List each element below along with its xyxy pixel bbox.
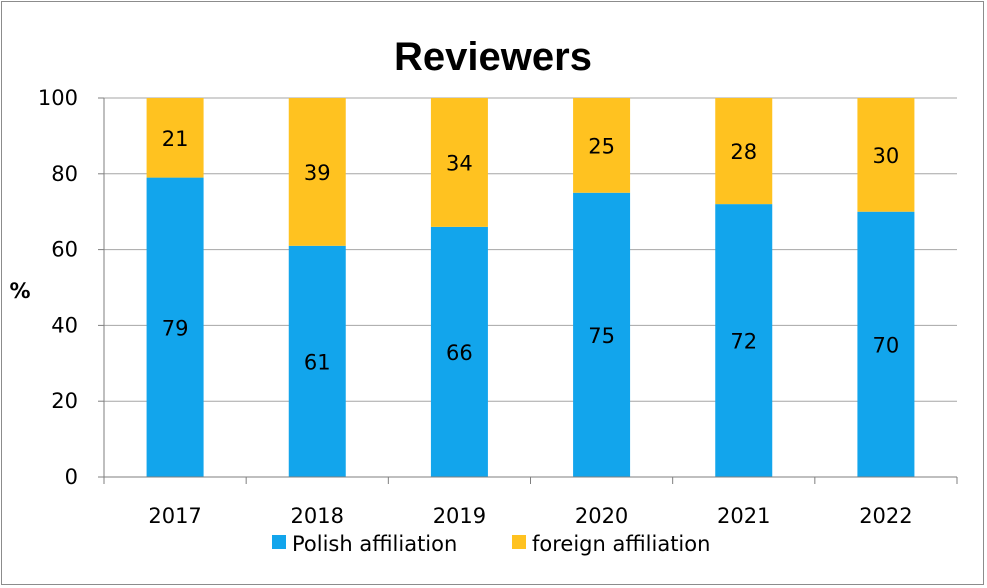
- bar-foreign-2018: [288, 98, 346, 246]
- data-label: 66: [446, 341, 473, 365]
- bar-polish-2018: [288, 245, 346, 477]
- bar-polish-2020: [573, 192, 631, 477]
- data-label: 28: [730, 140, 757, 164]
- y-tick-label: 40: [51, 313, 78, 337]
- data-label: 39: [304, 161, 331, 185]
- y-axis-label: %: [9, 279, 30, 303]
- x-tick-label: 2019: [433, 504, 486, 528]
- bar-foreign-2019: [430, 98, 488, 227]
- bar-polish-2022: [857, 211, 915, 477]
- y-tick-label: 80: [51, 162, 78, 186]
- data-label: 25: [588, 134, 615, 158]
- data-label: 34: [446, 151, 473, 175]
- y-tick-label: 60: [51, 238, 78, 262]
- x-tick-label: 2018: [291, 504, 344, 528]
- legend-swatch: [512, 535, 526, 549]
- y-tick-label: 0: [65, 465, 78, 489]
- y-tick-label: 20: [51, 389, 78, 413]
- bar-foreign-2021: [715, 98, 773, 205]
- data-label: 30: [873, 144, 900, 168]
- bars: 79 21 61 39 66 34 75 25 72 28 70 30: [146, 98, 915, 477]
- data-label: 75: [588, 324, 615, 348]
- data-label: 70: [873, 333, 900, 357]
- bar-polish-2021: [715, 204, 773, 477]
- legend: Polish affiliation foreign affiliation: [272, 532, 710, 556]
- bar-polish-2017: [146, 177, 204, 477]
- bar-polish-2019: [430, 226, 488, 477]
- y-tick-label: 100: [38, 86, 78, 110]
- data-label: 21: [162, 127, 189, 151]
- legend-swatch: [272, 535, 286, 549]
- x-tick-label: 2017: [148, 504, 201, 528]
- legend-label: foreign affiliation: [532, 532, 710, 556]
- bar-foreign-2022: [857, 98, 915, 212]
- data-label: 79: [162, 316, 189, 340]
- chart-title: Reviewers: [394, 35, 592, 79]
- gridlines: [104, 97, 957, 402]
- axes: 0 20 40 60 80 100 2017 2018 2019 2020 2021 2022: [38, 86, 958, 528]
- legend-label: Polish affiliation: [292, 532, 457, 556]
- data-label: 72: [730, 330, 757, 354]
- x-tick-label: 2022: [859, 504, 912, 528]
- bar-foreign-2017: [146, 98, 204, 178]
- x-tick-label: 2021: [717, 504, 770, 528]
- x-tick-label: 2020: [575, 504, 628, 528]
- data-label: 61: [304, 350, 331, 374]
- bar-foreign-2020: [573, 98, 631, 193]
